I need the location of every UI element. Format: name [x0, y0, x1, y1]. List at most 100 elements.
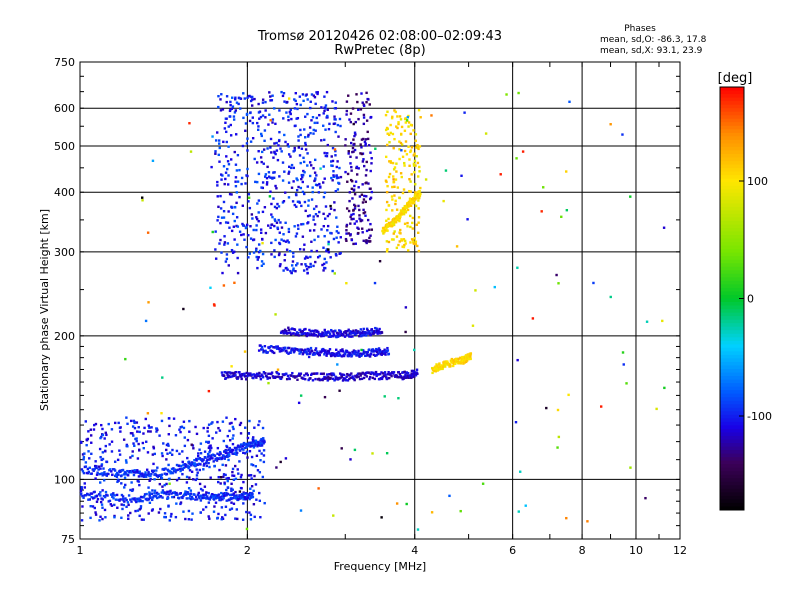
data-point [122, 438, 126, 441]
trace-point [374, 372, 377, 376]
trace-point [148, 493, 152, 496]
data-point [227, 163, 231, 166]
noise-point [209, 286, 212, 289]
data-point [401, 191, 405, 195]
data-point [225, 117, 228, 120]
trace-point [180, 464, 183, 468]
phases-title: Phases [624, 24, 656, 34]
data-point [316, 92, 319, 96]
data-point [188, 476, 191, 479]
trace-point [300, 333, 303, 336]
trace-point [260, 348, 263, 351]
data-point [94, 511, 97, 514]
data-point [404, 121, 407, 124]
trace-point [362, 334, 365, 337]
trace-point [154, 472, 157, 476]
trace-point [436, 364, 439, 367]
data-point [292, 251, 295, 255]
data-point [280, 150, 283, 153]
trace-point [109, 493, 113, 496]
data-point [136, 509, 140, 512]
noise-point [542, 186, 545, 189]
data-point [357, 117, 360, 121]
data-point [387, 217, 390, 221]
trace-point [169, 489, 172, 493]
data-point [345, 223, 349, 227]
colorbar-strip [720, 365, 744, 370]
data-point [387, 175, 391, 179]
colorbar-strip [720, 302, 744, 307]
trace-point [116, 473, 120, 476]
trace-point [134, 499, 137, 502]
data-point [138, 430, 141, 434]
data-point [250, 477, 253, 480]
data-point [240, 473, 243, 477]
data-point [418, 165, 421, 169]
data-point [248, 511, 251, 514]
noise-point [182, 307, 185, 311]
data-point [276, 226, 279, 229]
noise-point [599, 405, 603, 408]
trace-point [211, 493, 214, 496]
data-point [337, 176, 340, 179]
data-point [193, 459, 196, 462]
noise-point [319, 167, 322, 170]
data-point [248, 449, 252, 453]
trace-point [341, 373, 344, 376]
trace-point [350, 354, 354, 357]
data-point [105, 433, 108, 437]
data-point [245, 174, 248, 177]
colorbar-label: [deg] [718, 71, 753, 86]
trace-point [392, 221, 396, 225]
trace-point [209, 457, 212, 460]
trace-point [263, 440, 266, 444]
data-point [231, 470, 234, 474]
data-point [384, 155, 388, 159]
trace-point [331, 330, 334, 333]
trace-point [218, 456, 222, 460]
trace-point [324, 349, 327, 352]
data-point [169, 515, 173, 518]
trace-point [316, 335, 319, 338]
noise-point [517, 510, 520, 513]
noise-point [151, 159, 155, 163]
noise-point [663, 386, 666, 390]
data-point [214, 150, 217, 153]
trace-point [188, 497, 191, 500]
data-point [352, 212, 355, 216]
data-point [202, 468, 205, 471]
data-point [136, 430, 139, 433]
data-point [223, 182, 226, 186]
data-point [221, 517, 225, 520]
noise-point [586, 520, 589, 523]
data-point [359, 152, 362, 155]
trace-point [226, 373, 229, 377]
trace-point [358, 355, 361, 358]
data-point [260, 134, 263, 138]
data-point [267, 224, 270, 227]
colorbar-strip [720, 97, 744, 102]
trace-point [279, 347, 282, 350]
data-point [399, 141, 403, 145]
data-point [257, 128, 260, 131]
data-point [261, 98, 265, 101]
trace-point [226, 376, 230, 379]
data-point [255, 217, 259, 221]
data-point [109, 503, 112, 506]
trace-point [106, 494, 109, 497]
data-point [272, 176, 276, 180]
data-point [205, 440, 208, 444]
trace-point [241, 493, 244, 497]
data-point [417, 249, 421, 253]
data-point [95, 473, 99, 476]
trace-point [354, 329, 358, 332]
data-point [231, 105, 235, 108]
data-point [337, 231, 340, 235]
data-point [261, 426, 265, 430]
trace-point [153, 491, 156, 495]
trace-point [140, 495, 144, 499]
data-point [337, 135, 340, 138]
data-point [217, 426, 220, 430]
data-point [222, 439, 226, 443]
colorbar-strip [720, 164, 744, 169]
